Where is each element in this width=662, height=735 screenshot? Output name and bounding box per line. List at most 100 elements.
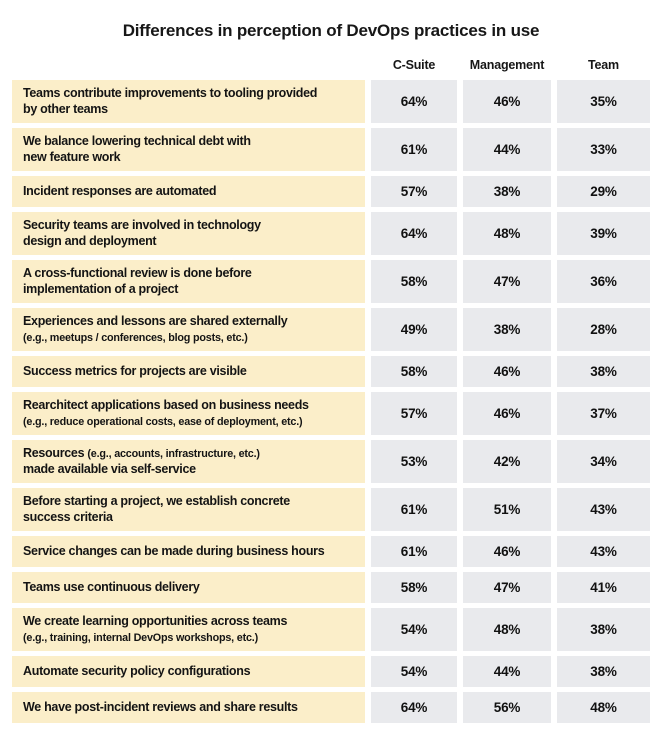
practice-label: We have post-incident reviews and share … bbox=[12, 692, 365, 723]
table-row: Incident responses are automated 57% 38%… bbox=[12, 176, 650, 207]
value-cell-c-suite: 54% bbox=[371, 608, 457, 651]
value-cell-management: 48% bbox=[463, 608, 551, 651]
practice-text: We balance lowering technical debt with bbox=[23, 133, 251, 148]
practice-text-line: Automate security policy configurations bbox=[23, 664, 355, 680]
value-cell-management: 46% bbox=[463, 80, 551, 123]
value-cell-team: 41% bbox=[557, 572, 650, 603]
table-row: Security teams are involved in technolog… bbox=[12, 212, 650, 255]
practice-text: Security teams are involved in technolog… bbox=[23, 217, 261, 232]
value-cell-c-suite: 57% bbox=[371, 176, 457, 207]
practice-text: Automate security policy configurations bbox=[23, 663, 251, 678]
table-row: We have post-incident reviews and share … bbox=[12, 692, 650, 723]
value-cell-team: 38% bbox=[557, 356, 650, 387]
value-cell-management: 47% bbox=[463, 572, 551, 603]
table-row: Automate security policy configurations … bbox=[12, 656, 650, 687]
page-title: Differences in perception of DevOps prac… bbox=[122, 21, 540, 40]
practice-text: We have post-incident reviews and share … bbox=[23, 699, 298, 714]
practice-text-line: implementation of a project bbox=[23, 282, 355, 298]
perception-table: C-Suite Management Team Teams contribute… bbox=[12, 58, 650, 723]
practice-text: Resources bbox=[23, 445, 88, 460]
practice-label: Teams contribute improvements to tooling… bbox=[12, 80, 365, 123]
value-cell-c-suite: 58% bbox=[371, 572, 457, 603]
column-header-management: Management bbox=[469, 58, 545, 72]
practice-label: Experiences and lessons are shared exter… bbox=[12, 308, 365, 351]
value-cell-management: 46% bbox=[463, 392, 551, 435]
value-cell-team: 33% bbox=[557, 128, 650, 171]
practice-text-small: (e.g., accounts, infrastructure, etc.) bbox=[87, 447, 260, 460]
table-row: A cross-functional review is done before… bbox=[12, 260, 650, 303]
header-row: C-Suite Management Team bbox=[12, 58, 650, 72]
table-row: We create learning opportunities across … bbox=[12, 608, 650, 651]
value-cell-team: 39% bbox=[557, 212, 650, 255]
practice-label: Automate security policy configurations bbox=[12, 656, 365, 687]
table-row: Teams contribute improvements to tooling… bbox=[12, 80, 650, 123]
value-cell-management: 38% bbox=[463, 308, 551, 351]
practice-text-line: A cross-functional review is done before bbox=[23, 266, 355, 282]
value-cell-team: 28% bbox=[557, 308, 650, 351]
practice-text-line: new feature work bbox=[23, 150, 355, 166]
value-cell-management: 38% bbox=[463, 176, 551, 207]
practice-text-line: design and deployment bbox=[23, 234, 355, 250]
practice-text: success criteria bbox=[23, 509, 113, 524]
value-cell-team: 43% bbox=[557, 536, 650, 567]
value-cell-team: 38% bbox=[557, 608, 650, 651]
practice-text: Incident responses are automated bbox=[23, 183, 217, 198]
practice-text-line: success criteria bbox=[23, 510, 355, 526]
value-cell-team: 37% bbox=[557, 392, 650, 435]
practice-text: Success metrics for projects are visible bbox=[23, 363, 247, 378]
value-cell-team: 38% bbox=[557, 656, 650, 687]
practice-label: We create learning opportunities across … bbox=[12, 608, 365, 651]
practice-text: Teams use continuous delivery bbox=[23, 579, 200, 594]
table-row: We balance lowering technical debt with n… bbox=[12, 128, 650, 171]
practice-text: Experiences and lessons are shared exter… bbox=[23, 313, 288, 328]
value-cell-management: 44% bbox=[463, 656, 551, 687]
practice-text-line: We create learning opportunities across … bbox=[23, 614, 355, 630]
table-row: Experiences and lessons are shared exter… bbox=[12, 308, 650, 351]
value-cell-management: 56% bbox=[463, 692, 551, 723]
value-cell-management: 47% bbox=[463, 260, 551, 303]
value-cell-c-suite: 61% bbox=[371, 128, 457, 171]
practice-text: Service changes can be made during busin… bbox=[23, 543, 325, 558]
practice-label: Rearchitect applications based on busine… bbox=[12, 392, 365, 435]
practice-label: Resources (e.g., accounts, infrastructur… bbox=[12, 440, 365, 483]
practice-label: Success metrics for projects are visible bbox=[12, 356, 365, 387]
table-rows: Teams contribute improvements to tooling… bbox=[12, 80, 650, 723]
value-cell-team: 48% bbox=[557, 692, 650, 723]
practice-text-line: (e.g., training, internal DevOps worksho… bbox=[23, 630, 355, 646]
column-header-team: Team bbox=[588, 58, 619, 72]
practice-label: Security teams are involved in technolog… bbox=[12, 212, 365, 255]
value-cell-team: 36% bbox=[557, 260, 650, 303]
practice-text-line: Incident responses are automated bbox=[23, 184, 355, 200]
practice-text-line: Experiences and lessons are shared exter… bbox=[23, 314, 355, 330]
practice-text-line: We have post-incident reviews and share … bbox=[23, 700, 355, 716]
table-row: Resources (e.g., accounts, infrastructur… bbox=[12, 440, 650, 483]
column-header-c-suite: C-Suite bbox=[392, 58, 436, 72]
value-cell-c-suite: 64% bbox=[371, 692, 457, 723]
practice-text: by other teams bbox=[23, 101, 108, 116]
practice-text-line: Rearchitect applications based on busine… bbox=[23, 398, 355, 414]
practice-text-line: We balance lowering technical debt with bbox=[23, 134, 355, 150]
value-cell-team: 43% bbox=[557, 488, 650, 531]
practice-label: Service changes can be made during busin… bbox=[12, 536, 365, 567]
practice-text-line: Success metrics for projects are visible bbox=[23, 364, 355, 380]
practice-text: new feature work bbox=[23, 149, 121, 164]
table-row: Rearchitect applications based on busine… bbox=[12, 392, 650, 435]
practice-text-line: Service changes can be made during busin… bbox=[23, 544, 355, 560]
practice-text-line: by other teams bbox=[23, 102, 355, 118]
practice-text: made available via self-service bbox=[23, 461, 196, 476]
practice-text-line: Teams use continuous delivery bbox=[23, 580, 355, 596]
practice-label: We balance lowering technical debt with n… bbox=[12, 128, 365, 171]
practice-label: Incident responses are automated bbox=[12, 176, 365, 207]
devops-perception-infographic: Differences in perception of DevOps prac… bbox=[0, 21, 662, 735]
practice-text-line: Teams contribute improvements to tooling… bbox=[23, 86, 355, 102]
value-cell-c-suite: 53% bbox=[371, 440, 457, 483]
value-cell-management: 42% bbox=[463, 440, 551, 483]
practice-text-line: made available via self-service bbox=[23, 462, 355, 478]
value-cell-c-suite: 58% bbox=[371, 260, 457, 303]
practice-label: Before starting a project, we establish … bbox=[12, 488, 365, 531]
value-cell-c-suite: 54% bbox=[371, 656, 457, 687]
practice-text-line: Resources (e.g., accounts, infrastructur… bbox=[23, 446, 355, 462]
value-cell-c-suite: 64% bbox=[371, 80, 457, 123]
table-row: Success metrics for projects are visible… bbox=[12, 356, 650, 387]
value-cell-management: 46% bbox=[463, 356, 551, 387]
